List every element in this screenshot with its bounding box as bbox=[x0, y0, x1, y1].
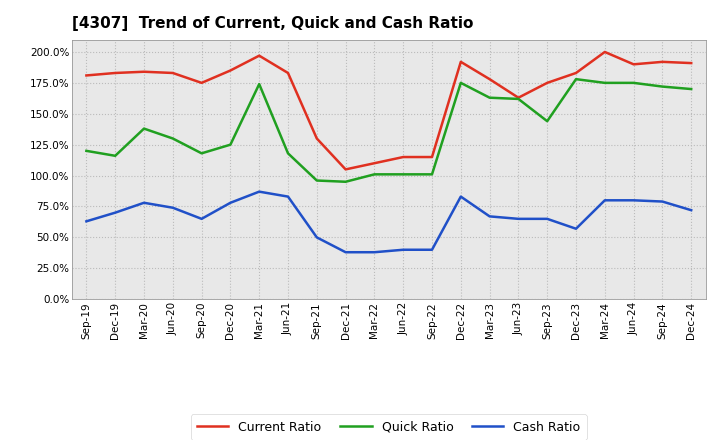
Current Ratio bbox=[399, 154, 408, 160]
Cash Ratio bbox=[572, 226, 580, 231]
Quick Ratio bbox=[456, 80, 465, 85]
Current Ratio bbox=[226, 68, 235, 73]
Cash Ratio bbox=[543, 216, 552, 221]
Cash Ratio bbox=[140, 200, 148, 205]
Quick Ratio bbox=[111, 153, 120, 158]
Current Ratio bbox=[428, 154, 436, 160]
Cash Ratio bbox=[600, 198, 609, 203]
Current Ratio bbox=[197, 80, 206, 85]
Quick Ratio bbox=[312, 178, 321, 183]
Quick Ratio bbox=[687, 86, 696, 92]
Quick Ratio bbox=[82, 148, 91, 154]
Current Ratio bbox=[687, 60, 696, 66]
Quick Ratio bbox=[197, 150, 206, 156]
Cash Ratio bbox=[82, 219, 91, 224]
Cash Ratio bbox=[255, 189, 264, 194]
Cash Ratio bbox=[284, 194, 292, 199]
Cash Ratio bbox=[341, 249, 350, 255]
Cash Ratio bbox=[226, 200, 235, 205]
Current Ratio bbox=[572, 70, 580, 76]
Cash Ratio bbox=[399, 247, 408, 253]
Current Ratio bbox=[140, 69, 148, 74]
Cash Ratio bbox=[658, 199, 667, 204]
Quick Ratio bbox=[428, 172, 436, 177]
Current Ratio bbox=[456, 59, 465, 65]
Quick Ratio bbox=[600, 80, 609, 85]
Quick Ratio bbox=[341, 179, 350, 184]
Cash Ratio bbox=[485, 214, 494, 219]
Quick Ratio bbox=[140, 126, 148, 131]
Current Ratio bbox=[658, 59, 667, 65]
Current Ratio bbox=[168, 70, 177, 76]
Cash Ratio bbox=[312, 235, 321, 240]
Current Ratio bbox=[111, 70, 120, 76]
Current Ratio bbox=[341, 167, 350, 172]
Current Ratio bbox=[514, 95, 523, 100]
Quick Ratio bbox=[284, 150, 292, 156]
Current Ratio bbox=[82, 73, 91, 78]
Cash Ratio bbox=[629, 198, 638, 203]
Current Ratio bbox=[312, 136, 321, 141]
Current Ratio bbox=[600, 49, 609, 55]
Quick Ratio bbox=[514, 96, 523, 102]
Current Ratio bbox=[485, 77, 494, 82]
Quick Ratio bbox=[399, 172, 408, 177]
Cash Ratio bbox=[168, 205, 177, 210]
Quick Ratio bbox=[370, 172, 379, 177]
Legend: Current Ratio, Quick Ratio, Cash Ratio: Current Ratio, Quick Ratio, Cash Ratio bbox=[191, 414, 587, 440]
Line: Current Ratio: Current Ratio bbox=[86, 52, 691, 169]
Cash Ratio bbox=[197, 216, 206, 221]
Cash Ratio bbox=[111, 210, 120, 215]
Quick Ratio bbox=[485, 95, 494, 100]
Cash Ratio bbox=[428, 247, 436, 253]
Quick Ratio bbox=[572, 77, 580, 82]
Cash Ratio bbox=[370, 249, 379, 255]
Cash Ratio bbox=[687, 208, 696, 213]
Current Ratio bbox=[370, 161, 379, 166]
Current Ratio bbox=[629, 62, 638, 67]
Quick Ratio bbox=[658, 84, 667, 89]
Line: Quick Ratio: Quick Ratio bbox=[86, 79, 691, 182]
Current Ratio bbox=[255, 53, 264, 59]
Quick Ratio bbox=[629, 80, 638, 85]
Current Ratio bbox=[543, 80, 552, 85]
Line: Cash Ratio: Cash Ratio bbox=[86, 192, 691, 252]
Text: [4307]  Trend of Current, Quick and Cash Ratio: [4307] Trend of Current, Quick and Cash … bbox=[72, 16, 473, 32]
Quick Ratio bbox=[226, 142, 235, 147]
Quick Ratio bbox=[255, 81, 264, 87]
Cash Ratio bbox=[514, 216, 523, 221]
Cash Ratio bbox=[456, 194, 465, 199]
Quick Ratio bbox=[168, 136, 177, 141]
Current Ratio bbox=[284, 70, 292, 76]
Quick Ratio bbox=[543, 118, 552, 124]
